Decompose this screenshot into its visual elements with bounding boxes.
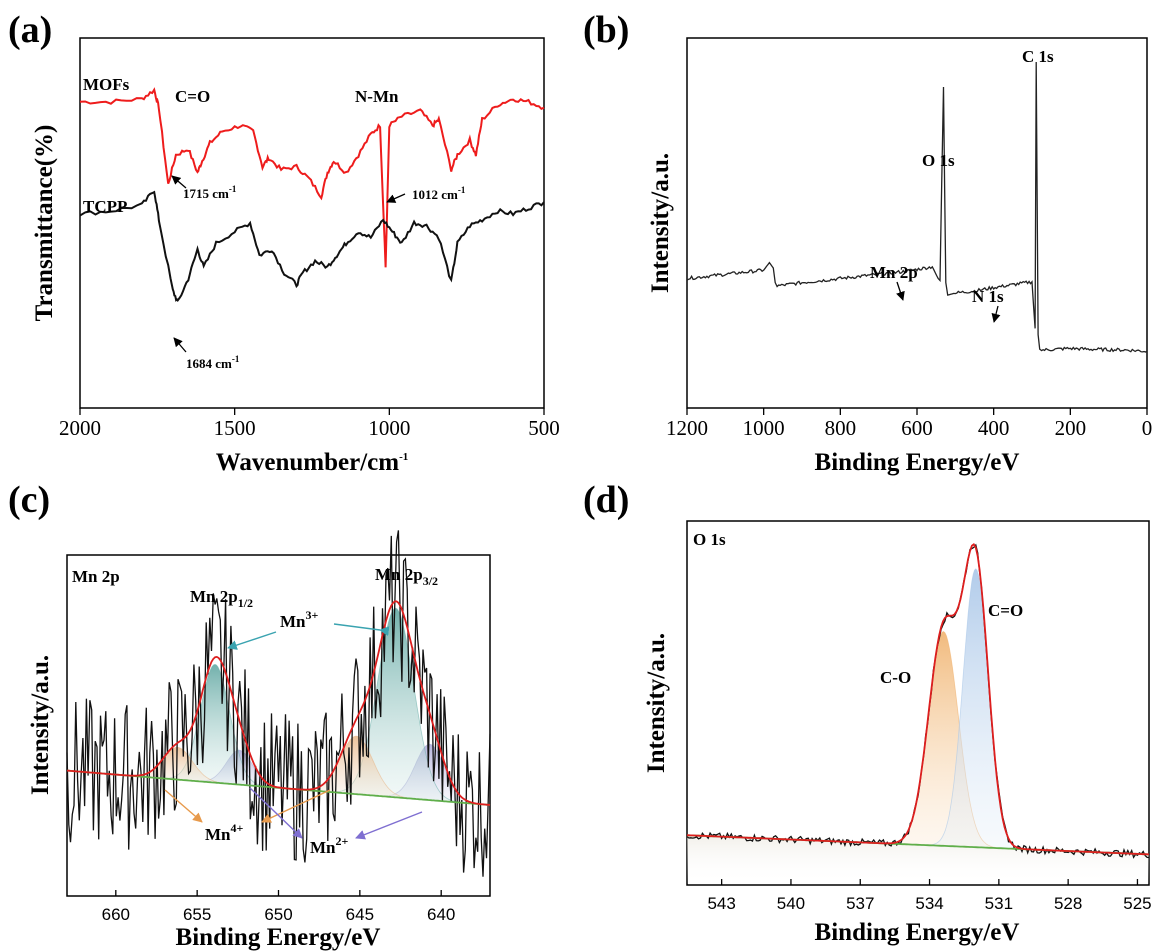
x-tick-label: 640 [427, 905, 455, 924]
annotation-o1s: O 1s [922, 151, 955, 170]
background-fill [687, 835, 1149, 884]
panel-c: (c) Intensity/a.u. Binding Energy/eV 660… [8, 479, 491, 951]
panel-b: (b) Intensity/a.u. Binding Energy/eV 120… [583, 9, 1152, 476]
arrow-mn4-left [164, 789, 203, 823]
annotation-1012: 1012 cm-1 [412, 185, 466, 202]
annotation-mn4: Mn4+ [205, 821, 244, 844]
x-tick-label: 540 [777, 894, 805, 913]
panel-b-label: (b) [583, 9, 629, 51]
x-tick-label: 600 [901, 416, 933, 440]
mn2p-envelope-line [66, 600, 491, 806]
o1s-envelope-line [686, 542, 1150, 856]
x-tick-label: 1000 [743, 416, 785, 440]
panel-d-label: (d) [583, 479, 629, 521]
arrow-mn3-left [227, 631, 277, 650]
x-tick-label: 655 [183, 905, 211, 924]
arrow-mn2-right [355, 811, 423, 840]
x-tick-label: 534 [915, 894, 943, 913]
annotation-o1s-title: O 1s [693, 530, 726, 549]
x-tick-label: 528 [1054, 894, 1082, 913]
panel-c-xticks: 660 655 650 645 640 [102, 890, 455, 924]
x-tick-label: 525 [1123, 894, 1151, 913]
x-tick-label: 400 [978, 416, 1010, 440]
panel-c-frame [66, 554, 491, 897]
arrow-mn4-right [261, 789, 331, 823]
annotation-co: C=O [175, 87, 210, 106]
mn2p-raw-line [66, 530, 491, 877]
panel-a-label: (a) [8, 9, 52, 51]
panel-a-xticks: 2000 1500 1000 500 [59, 408, 560, 440]
series-mofs-line [79, 87, 545, 268]
annotation-nmn: N-Mn [355, 87, 399, 106]
label-mofs: MOFs [83, 75, 130, 94]
x-tick-label: 200 [1055, 416, 1087, 440]
panel-a-frame [79, 37, 545, 409]
arrow-1684 [173, 337, 187, 353]
x-tick-label: 543 [707, 894, 735, 913]
panel-d-ylabel: Intensity/a.u. [643, 633, 670, 773]
panel-b-ylabel: Intensity/a.u. [647, 153, 674, 293]
x-tick-label: 800 [825, 416, 857, 440]
panel-d-peaks [687, 568, 1149, 884]
panel-c-label: (c) [8, 479, 50, 521]
annotation-1715: 1715 cm-1 [183, 184, 237, 201]
arrow-1715 [171, 175, 187, 189]
annotation-n1s: N 1s [972, 287, 1004, 306]
panel-a-ylabel: Transmittance(%) [31, 125, 58, 322]
annotation-mn3: Mn3+ [280, 608, 319, 631]
panel-c-ylabel: Intensity/a.u. [27, 655, 54, 795]
arrow-mn2-left [249, 787, 303, 839]
panel-d-xlabel: Binding Energy/eV [815, 919, 1020, 946]
x-tick-label: 2000 [59, 416, 101, 440]
series-tcpp-line [79, 190, 545, 302]
x-tick-label: 660 [102, 905, 130, 924]
panel-d-frame [686, 520, 1150, 886]
panel-b-frame [686, 37, 1148, 409]
label-tcpp: TCPP [83, 197, 127, 216]
arrow-1012 [386, 193, 406, 203]
annotation-co-double: C=O [988, 601, 1023, 620]
annotation-1684: 1684 cm-1 [186, 354, 240, 371]
annotation-mn2p32: Mn 2p3/2 [375, 565, 438, 588]
arrow-mn2p [896, 281, 905, 301]
x-tick-label: 0 [1142, 416, 1153, 440]
panel-a-xlabel: Wavenumber/cm-1 [216, 449, 409, 476]
x-tick-label: 1500 [214, 416, 256, 440]
x-tick-label: 645 [346, 905, 374, 924]
annotation-mn2: Mn2+ [310, 834, 349, 857]
x-tick-label: 1200 [666, 416, 708, 440]
panel-d: (d) Intensity/a.u. Binding Energy/eV 543… [583, 479, 1152, 946]
annotation-mn2p: Mn 2p [870, 263, 918, 282]
x-tick-label: 531 [985, 894, 1013, 913]
x-tick-label: 1000 [368, 416, 410, 440]
panel-b-xlabel: Binding Energy/eV [815, 449, 1020, 476]
survey-spectrum-line [686, 61, 1148, 353]
panel-c-xlabel: Binding Energy/eV [176, 924, 381, 951]
panel-d-xticks: 543 540 537 534 531 528 525 [707, 879, 1152, 913]
x-tick-label: 500 [528, 416, 560, 440]
arrow-mn3-right [333, 623, 390, 636]
arrow-n1s [991, 305, 1001, 323]
panel-a: (a) Transmittance(%) Wavenumber/cm-1 200… [8, 9, 560, 476]
x-tick-label: 537 [846, 894, 874, 913]
annotation-mn2p12: Mn 2p1/2 [190, 587, 253, 610]
annotation-mn2p-title: Mn 2p [72, 567, 120, 586]
annotation-co-single: C-O [880, 668, 911, 687]
panel-b-xticks: 1200 1000 800 600 400 200 0 [666, 408, 1152, 440]
x-tick-label: 650 [264, 905, 292, 924]
annotation-c1s: C 1s [1022, 47, 1054, 66]
